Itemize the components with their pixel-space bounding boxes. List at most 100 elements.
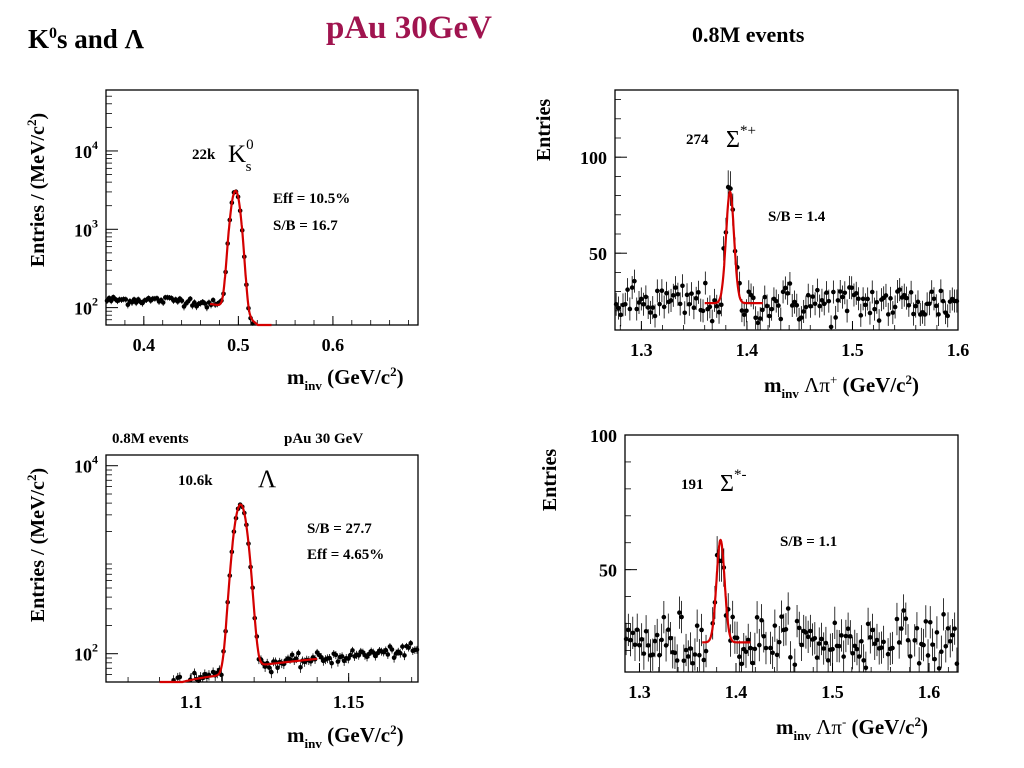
data-point xyxy=(931,296,937,302)
data-point xyxy=(634,306,640,312)
data-point xyxy=(761,634,767,639)
data-point xyxy=(177,674,183,680)
data-point xyxy=(824,290,829,295)
data-point xyxy=(677,301,683,307)
y-tick-base: 10 xyxy=(74,457,92,477)
plot-frame-1 xyxy=(614,89,959,331)
data-point xyxy=(356,653,362,658)
signal-background-label: S/B = 27.7 xyxy=(307,521,372,537)
data-point xyxy=(770,650,775,656)
data-point xyxy=(210,669,216,675)
data-point xyxy=(636,300,642,305)
data-point xyxy=(872,306,877,312)
data-point xyxy=(346,656,351,661)
data-point xyxy=(823,640,829,646)
data-point xyxy=(927,619,933,625)
data-point xyxy=(643,628,649,634)
x-tick-label: 0.4 xyxy=(133,335,156,355)
fit-curve-3 xyxy=(702,538,751,644)
data-point xyxy=(697,652,702,658)
data-point xyxy=(841,654,846,659)
data-point xyxy=(945,626,951,631)
data-point xyxy=(808,303,813,309)
data-point xyxy=(767,313,772,319)
data-point xyxy=(943,310,948,315)
header-center-title: pAu 30GeV xyxy=(326,10,492,46)
data-point xyxy=(632,278,637,284)
data-point xyxy=(645,305,651,310)
x-axis-title-mid: Λπ xyxy=(811,715,842,739)
data-point xyxy=(904,295,909,301)
data-point xyxy=(865,296,870,302)
data-point xyxy=(661,614,667,620)
data-point xyxy=(391,655,397,661)
data-point xyxy=(785,606,791,611)
data-point xyxy=(815,287,820,293)
data-point xyxy=(863,302,868,308)
data-point xyxy=(298,664,303,670)
data-point xyxy=(830,646,835,652)
data-point xyxy=(693,296,699,301)
data-point xyxy=(350,648,355,653)
data-point xyxy=(335,659,341,664)
x-axis-title-exp: - xyxy=(842,714,846,729)
fit-curve-0 xyxy=(209,189,272,327)
x-axis-title-mid2: (GeV/c xyxy=(837,373,905,397)
data-point xyxy=(618,312,624,318)
x-axis-title-end: ) xyxy=(921,715,928,739)
y-tick-label: 103 xyxy=(74,216,98,240)
data-point xyxy=(275,665,280,671)
data-point xyxy=(911,311,916,317)
data-point xyxy=(637,642,642,648)
y-tick-label: 50 xyxy=(589,244,607,264)
data-point xyxy=(625,287,630,292)
data-point xyxy=(845,626,851,632)
x-tick-label: 1.6 xyxy=(947,340,970,360)
y-axis-title: Entries / (MeV/c2) xyxy=(24,113,49,267)
x-tick-label: 1.5 xyxy=(841,340,864,360)
x-axis-title-mid: (GeV/c xyxy=(322,723,390,747)
system-label: pAu 30 GeV xyxy=(284,431,363,447)
data-point xyxy=(266,665,272,670)
data-point xyxy=(679,614,684,620)
data-points-0 xyxy=(104,189,255,326)
data-point xyxy=(755,320,761,326)
data-point xyxy=(762,294,768,300)
data-point xyxy=(370,650,376,655)
y-tick-label: 104 xyxy=(74,453,98,477)
data-point xyxy=(861,658,866,663)
data-point xyxy=(794,618,800,624)
y-tick-base: 10 xyxy=(74,142,92,162)
data-point xyxy=(927,301,932,307)
data-point xyxy=(289,652,295,658)
data-point xyxy=(641,301,646,307)
data-point xyxy=(848,634,853,639)
data-point xyxy=(805,292,811,298)
data-point xyxy=(792,299,797,305)
header-left-k: K xyxy=(28,24,50,54)
data-point xyxy=(905,637,911,643)
y-tick-label: 100 xyxy=(580,148,607,168)
data-point xyxy=(746,289,752,295)
data-point xyxy=(860,296,866,302)
data-point xyxy=(954,298,960,304)
data-point xyxy=(739,661,744,667)
data-point xyxy=(327,655,332,661)
data-point xyxy=(385,652,391,657)
data-point xyxy=(696,290,701,295)
data-point xyxy=(398,650,403,656)
data-point xyxy=(650,305,656,310)
data-point xyxy=(867,310,873,316)
data-point xyxy=(890,310,896,315)
header-right-title: 0.8M events xyxy=(692,22,805,47)
data-point xyxy=(657,652,662,658)
efficiency-label: Eff = 10.5% xyxy=(273,191,350,207)
data-point xyxy=(852,643,858,649)
x-tick-label: 1.1 xyxy=(180,692,203,712)
data-point xyxy=(907,654,913,659)
data-point xyxy=(778,316,784,322)
data-point xyxy=(690,661,696,666)
data-point xyxy=(613,301,619,307)
x-axis-title: minv (GeV/c2) xyxy=(287,364,404,393)
data-point xyxy=(783,285,788,291)
